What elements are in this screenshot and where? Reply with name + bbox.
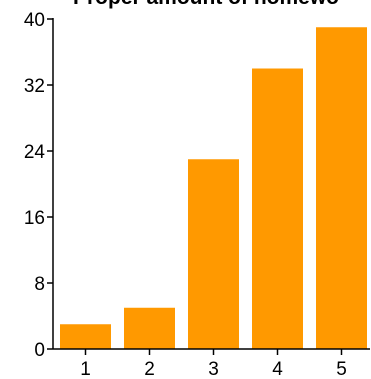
y-tick-label: 16 [24,208,45,229]
y-tick-label: 8 [34,274,45,295]
x-tick-label: 1 [80,359,91,379]
x-tick-label: 2 [144,359,155,379]
y-axis: 0 8 16 24 32 40 [24,10,54,361]
y-tick-label: 40 [24,10,45,31]
bar-5 [316,27,367,349]
x-axis: 1 2 3 4 5 [53,348,370,379]
x-tick-label: 4 [272,359,283,379]
y-tick-label: 32 [24,76,45,97]
y-tick-label: 24 [24,142,46,163]
bar-2 [124,307,175,349]
x-tick-label: 5 [336,359,347,379]
x-tick-label: 3 [208,359,219,379]
chart-title: Proper amount of homewo [73,0,339,9]
bar-4 [252,68,303,349]
y-tick-label: 0 [34,340,45,361]
bar-1 [60,324,111,349]
bar-series [60,27,367,349]
bar-3 [188,159,239,349]
